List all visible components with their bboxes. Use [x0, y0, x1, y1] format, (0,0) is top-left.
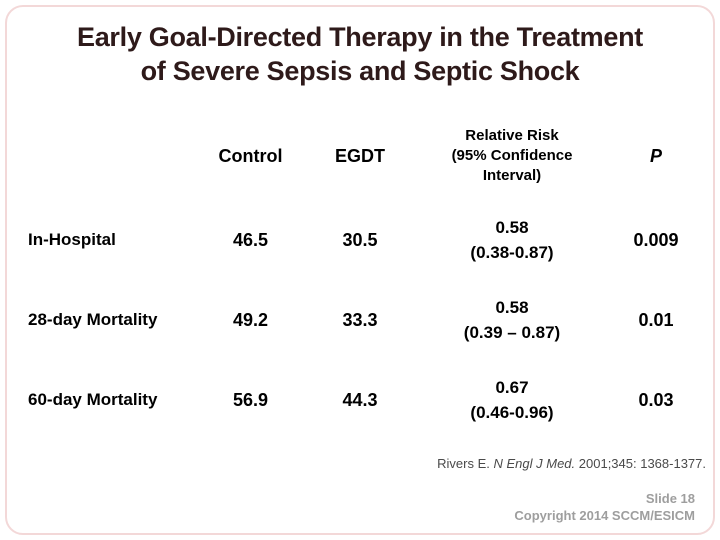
60-day-egdt-value: 44.3: [342, 389, 378, 410]
results-table: Control EGDT Relative Risk (95% Confiden…: [28, 112, 700, 440]
slide-title-line-1: Early Goal-Directed Therapy in the Treat…: [77, 22, 643, 52]
header-rr-line-2: (95% Confidence: [451, 147, 573, 164]
slide-footer: Slide 18 Copyright 2014 SCCM/ESICM: [514, 490, 695, 524]
28-day-p-value: 0.01: [638, 309, 674, 330]
60-day-control-value: 56.9: [232, 389, 269, 410]
copyright-notice: Copyright 2014 SCCM/ESICM: [514, 508, 695, 523]
header-egdt: EGDT: [334, 145, 385, 166]
citation-authors: Rivers E.: [437, 456, 494, 471]
header-rr-line-1: Relative Risk: [465, 127, 559, 144]
28-day-control-value: 49.2: [232, 309, 269, 330]
28-day-relative-risk: 0.58 (0.39 – 0.87): [412, 280, 612, 360]
header-relative-risk: Relative Risk (95% Confidence Interval): [412, 112, 612, 200]
28-day-rr-value: 0.58: [495, 298, 529, 317]
header-p-value: P: [649, 145, 662, 166]
60-day-rr-value: 0.67: [495, 378, 529, 397]
header-control: Control: [218, 145, 283, 166]
in-hospital-rr-ci: (0.38-0.87): [470, 243, 554, 262]
citation-journal: N Engl J Med.: [493, 456, 576, 471]
header-empty-cell: [28, 112, 193, 200]
header-rr-line-3: Interval): [482, 167, 542, 184]
60-day-rr-ci: (0.46-0.96): [470, 403, 554, 422]
28-day-rr-ci: (0.39 – 0.87): [463, 323, 561, 342]
in-hospital-p-value: 0.009: [633, 229, 679, 250]
60-day-relative-risk: 0.67 (0.46-0.96): [412, 360, 612, 440]
reference-citation: Rivers E. N Engl J Med. 2001;345: 1368-1…: [437, 456, 706, 471]
row-label-in-hospital: In-Hospital: [28, 230, 116, 249]
in-hospital-relative-risk: 0.58 (0.38-0.87): [412, 200, 612, 280]
28-day-egdt-value: 33.3: [342, 309, 378, 330]
60-day-p-value: 0.03: [638, 389, 674, 410]
row-label-28-day-mortality: 28-day Mortality: [28, 310, 158, 329]
in-hospital-control-value: 46.5: [232, 229, 269, 250]
slide-title-line-2: of Severe Sepsis and Septic Shock: [140, 56, 580, 86]
row-label-60-day-mortality: 60-day Mortality: [28, 390, 158, 409]
slide-number: Slide 18: [645, 491, 695, 506]
slide-title: Early Goal-Directed Therapy in the Treat…: [10, 20, 710, 88]
in-hospital-rr-value: 0.58: [495, 218, 529, 237]
in-hospital-egdt-value: 30.5: [342, 229, 378, 250]
citation-details: 2001;345: 1368-1377.: [575, 456, 706, 471]
